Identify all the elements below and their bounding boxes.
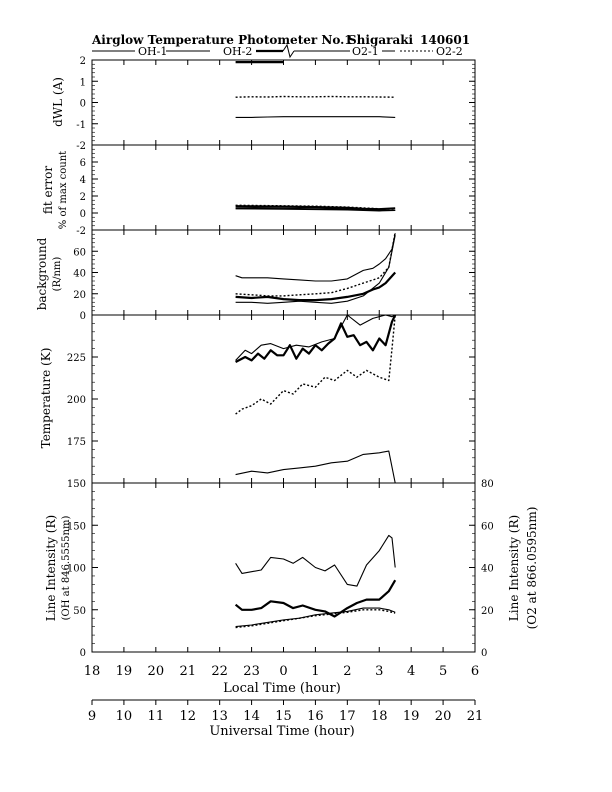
panel-frame-4 — [91, 314, 476, 484]
y-tick-label: 4 — [80, 175, 86, 186]
y-right-tick-label: 80 — [481, 479, 494, 490]
local-time-tick-label: 0 — [279, 664, 287, 679]
local-time-tick-label: 20 — [148, 664, 165, 679]
legend-label-oh1: OH-1 — [138, 45, 167, 58]
series-line-o2-1-panel-3 — [235, 235, 396, 304]
y-tick-label: 2 — [80, 192, 86, 203]
y-right-axis-sublabel: (O2 at 866.0595nm) — [525, 507, 539, 630]
series-line-oh-2-panel-2 — [235, 205, 396, 211]
series-line-oh-1-panel-3 — [235, 233, 396, 282]
series-line-oh-1-panel-5 — [235, 534, 396, 587]
series-line-o2-1-panel-5 — [235, 607, 396, 628]
universal-time-tick-label: 15 — [275, 709, 292, 724]
series-line-o2-1-panel-4 — [235, 450, 396, 484]
y-axis-sublabel-5: (OH at 846.5555nm) — [61, 516, 72, 621]
universal-time-tick-label: 9 — [88, 709, 96, 724]
y-tick-label: 20 — [73, 290, 86, 301]
universal-time-tick-label: 18 — [371, 709, 388, 724]
y-tick-label: -1 — [76, 120, 86, 131]
universal-time-tick-label: 20 — [435, 709, 452, 724]
y-right-tick-label: 60 — [481, 521, 494, 532]
figure-date: 140601 — [420, 33, 470, 47]
series-line-o2-2-panel-4 — [235, 314, 396, 415]
local-time-tick-label: 23 — [243, 664, 260, 679]
legend-break-mark — [282, 43, 295, 59]
y-tick-label: -2 — [76, 141, 86, 152]
y-tick-label: 40 — [73, 269, 86, 280]
universal-time-label: Universal Time (hour) — [209, 724, 354, 739]
universal-time-tick-label: 19 — [403, 709, 420, 724]
series-line-o2-2-panel-1 — [235, 95, 396, 98]
panel-frame-2 — [91, 144, 476, 231]
y-tick-label: 6 — [80, 158, 86, 169]
y-axis-label-2: fit error — [41, 166, 55, 214]
y-tick-label: 175 — [67, 437, 86, 448]
local-time-tick-label: 2 — [343, 664, 351, 679]
local-time-tick-label: 22 — [211, 664, 228, 679]
universal-time-tick-label: 12 — [179, 709, 196, 724]
series-line-oh-1-panel-1 — [235, 116, 396, 118]
y-tick-label: 60 — [73, 247, 86, 258]
y-tick-label: 1 — [80, 77, 86, 88]
y-tick-label: 100 — [67, 564, 86, 575]
series-line-o2-1-panel-2 — [235, 208, 396, 212]
local-time-label: Local Time (hour) — [223, 681, 341, 696]
universal-time-tick-label: 16 — [307, 709, 324, 724]
y-tick-label: 0 — [80, 311, 86, 322]
y-tick-label: 200 — [67, 395, 86, 406]
figure-title: Airglow Temperature Photometer No.1 — [91, 33, 353, 47]
y-tick-label: 150 — [67, 521, 86, 532]
panel-frame-5 — [91, 482, 476, 653]
series-line-o2-2-panel-3 — [235, 231, 396, 297]
y-tick-label: 50 — [73, 606, 86, 617]
series-line-oh-2-panel-4 — [235, 314, 397, 363]
local-time-tick-label: 1 — [311, 664, 319, 679]
panel-frame-1 — [91, 59, 476, 146]
y-axis-label-3: background — [35, 237, 49, 310]
local-time-tick-label: 18 — [84, 664, 101, 679]
universal-time-tick-label: 10 — [116, 709, 133, 724]
y-axis-label-5: Line Intensity (R) — [44, 515, 58, 621]
legend-label-o22: O2-2 — [436, 45, 463, 58]
legend-label-oh2: OH-2 — [223, 45, 252, 58]
series-line-o2-2-panel-5 — [235, 609, 396, 629]
universal-time-axis: 9 10 11 12 13 14 15 16 17 18 19 20 21 — [88, 700, 483, 724]
y-tick-label: -2 — [76, 226, 86, 237]
y-tick-label: 0 — [80, 648, 86, 659]
series-line-oh-2-panel-3 — [235, 271, 397, 302]
panels: 210-1-26420-2604020022520017515015010050… — [67, 56, 494, 659]
y-tick-label: 150 — [67, 479, 86, 490]
local-time-axis: 18 19 20 21 22 23 0 1 2 3 4 5 6 — [84, 664, 479, 679]
legend-label-o21: O2-1 — [352, 45, 379, 58]
local-time-tick-label: 21 — [179, 664, 196, 679]
y-tick-label: 225 — [67, 353, 86, 364]
y-axis-sublabel-2: % of max count — [58, 151, 69, 229]
y-right-tick-label: 40 — [481, 564, 494, 575]
y-right-axis-label: Line Intensity (R) — [507, 515, 521, 621]
local-time-tick-label: 5 — [439, 664, 447, 679]
local-time-tick-label: 3 — [375, 664, 383, 679]
universal-time-tick-label: 11 — [148, 709, 165, 724]
y-tick-label: 2 — [80, 56, 86, 67]
series-line-oh-2-panel-5 — [234, 579, 397, 618]
y-axis-sublabel-3: (R/nm) — [52, 257, 63, 292]
y-right-tick-label: 0 — [481, 648, 487, 659]
y-axis-label-1: dWL (A) — [51, 77, 65, 127]
local-time-tick-label: 6 — [471, 664, 479, 679]
y-tick-label: 0 — [80, 209, 86, 220]
y-axis-labels: dWL (A) fit error% of max count background… — [35, 77, 539, 629]
y-axis-label-4: Temperature (K) — [39, 348, 53, 449]
figure-site: Shigaraki — [348, 33, 414, 47]
universal-time-tick-label: 21 — [467, 709, 484, 724]
universal-time-tick-label: 17 — [339, 709, 356, 724]
universal-time-tick-label: 13 — [211, 709, 228, 724]
local-time-tick-label: 19 — [116, 664, 133, 679]
y-right-tick-label: 20 — [481, 606, 494, 617]
universal-time-tick-label: 14 — [243, 709, 260, 724]
local-time-tick-label: 4 — [407, 664, 415, 679]
y-tick-label: 0 — [80, 99, 86, 110]
